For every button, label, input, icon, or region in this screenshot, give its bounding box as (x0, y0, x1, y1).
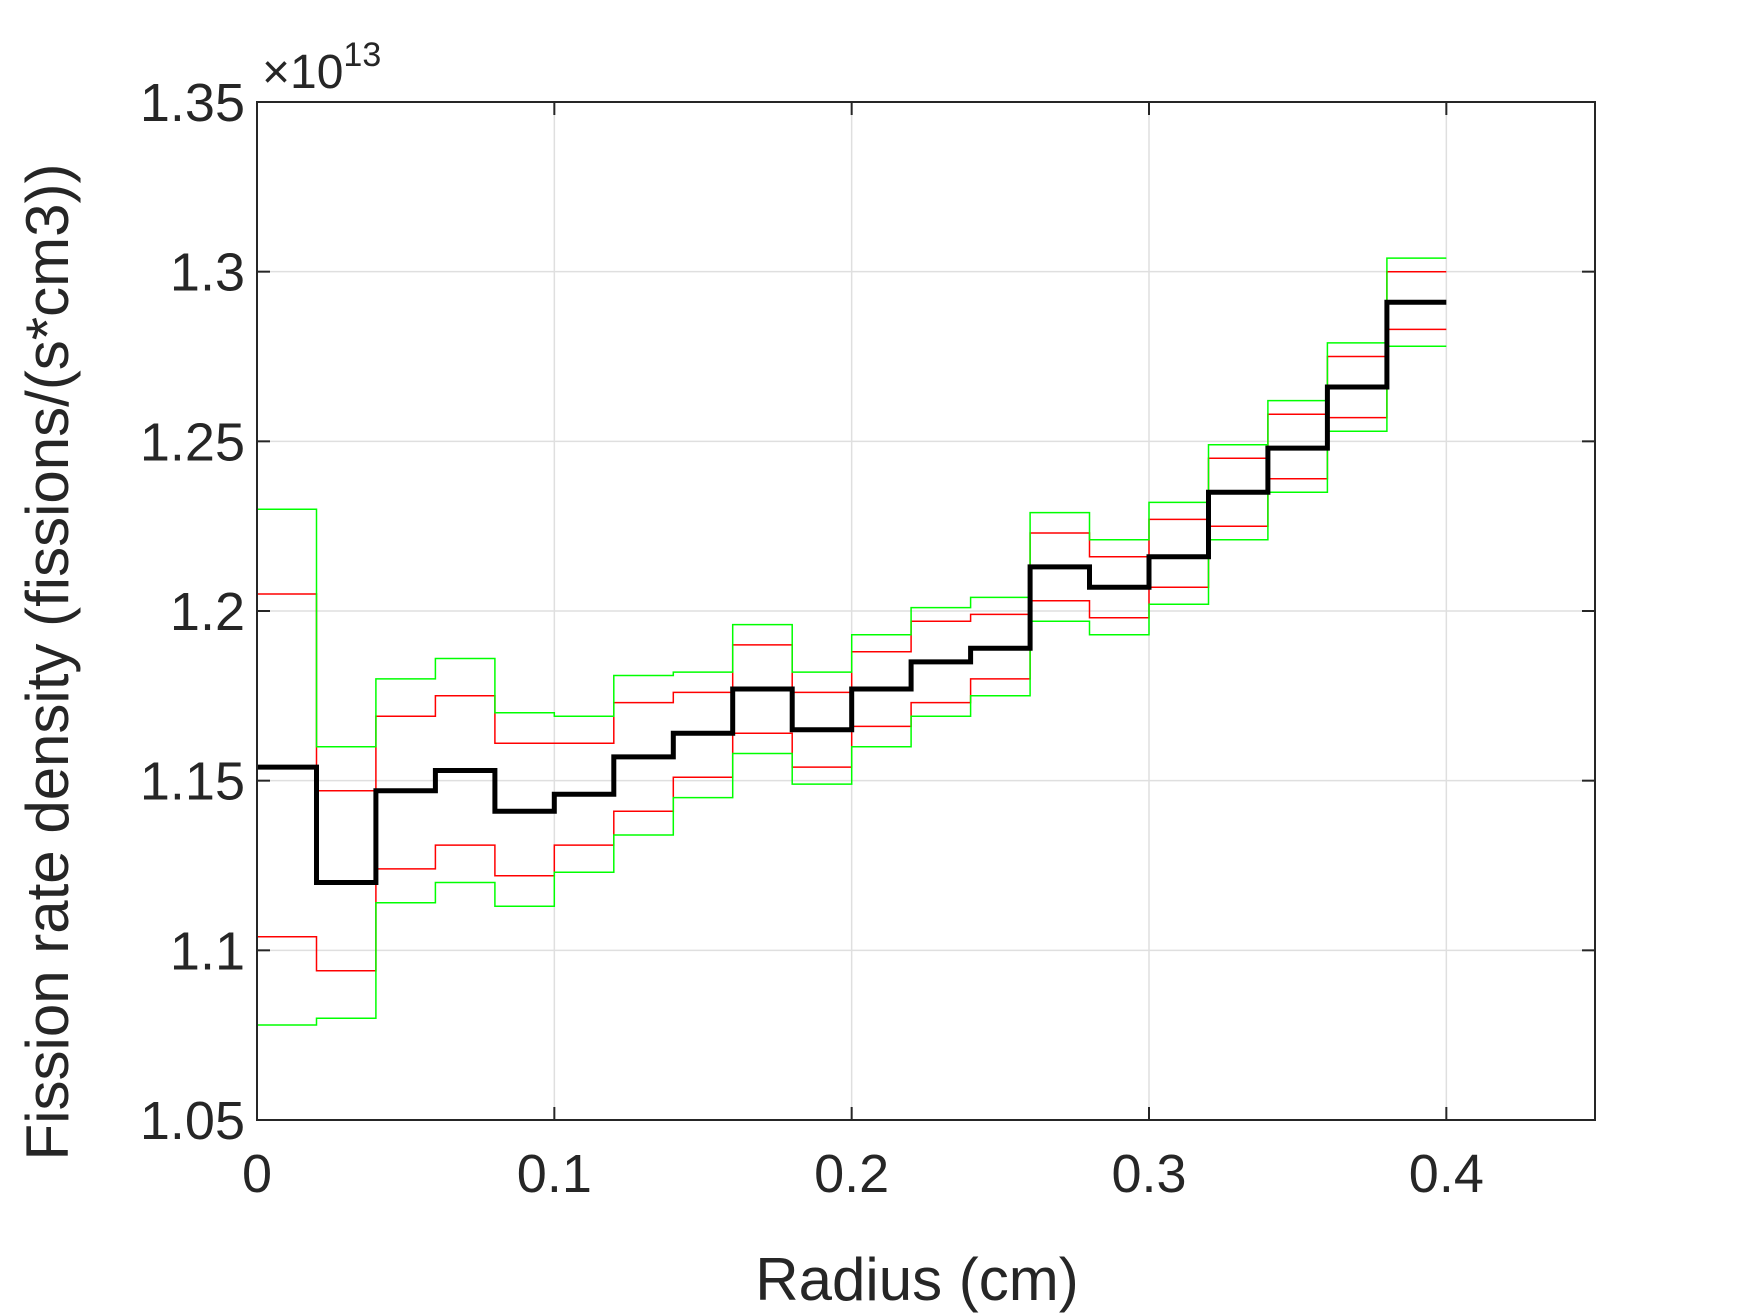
y-tick-label: 1.3 (170, 243, 245, 303)
y-tick-labels: 1.05 1.1 1.15 1.2 1.25 1.3 1.35 (140, 73, 245, 1151)
x-tick-label: 0.3 (1111, 1144, 1186, 1204)
y-tick-label: 1.35 (140, 73, 245, 133)
x-axis-label: Radius (cm) (755, 1246, 1078, 1313)
y-tick-label: 1.1 (170, 921, 245, 981)
x-tick-label: 0 (242, 1144, 272, 1204)
x-tick-label: 0.1 (517, 1144, 592, 1204)
y-tick-label: 1.25 (140, 412, 245, 472)
x-tick-label: 0.4 (1409, 1144, 1484, 1204)
y-tick-label: 1.05 (140, 1091, 245, 1151)
step-series-line (257, 257, 1447, 748)
y-tick-label: 1.15 (140, 752, 245, 812)
y-axis-label: Fission rate density (fissions/(s*cm3)) (14, 164, 81, 1161)
exponent-label: ×1013 (262, 36, 381, 99)
x-tick-labels: 0 0.1 0.2 0.3 0.4 (242, 1144, 1484, 1204)
step-series-line (257, 299, 1447, 885)
step-series-line (257, 345, 1447, 1026)
x-tick-label: 0.2 (814, 1144, 889, 1204)
y-tick-label: 1.2 (170, 582, 245, 642)
series-layer (257, 257, 1447, 1026)
tick-marks (256, 101, 1595, 1121)
